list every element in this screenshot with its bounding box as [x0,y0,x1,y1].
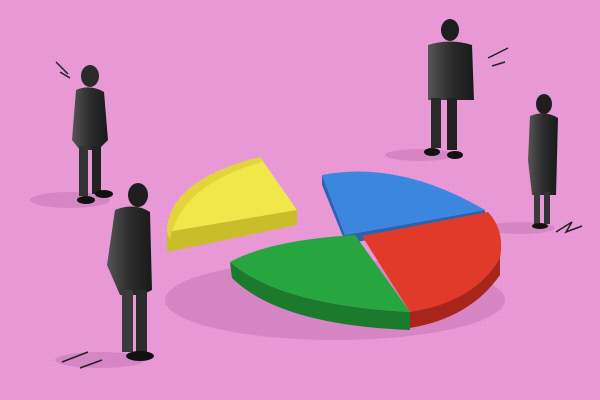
pie-slice-green [230,235,410,330]
pie-slice-red [362,212,502,328]
pie-slice-yellow [167,157,297,252]
figure-man-right-top [424,19,509,159]
figure-man-left-top [55,61,113,204]
figure-man-left-front [61,183,154,369]
figure-woman-right [528,94,583,234]
